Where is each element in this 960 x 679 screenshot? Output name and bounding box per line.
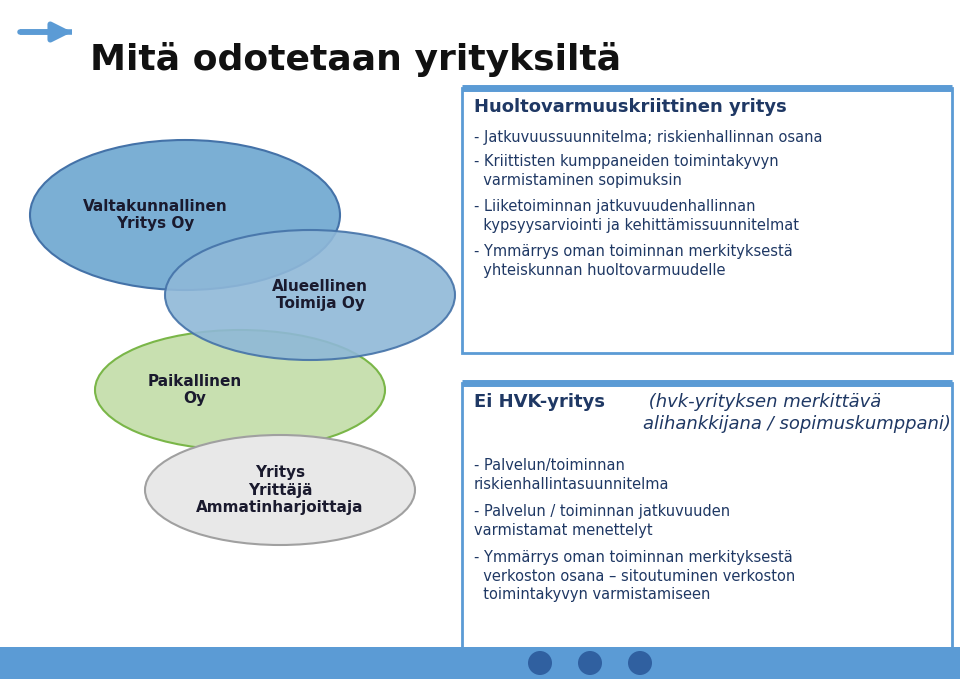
Circle shape: [628, 651, 652, 675]
Ellipse shape: [30, 140, 340, 290]
Circle shape: [578, 651, 602, 675]
Circle shape: [528, 651, 552, 675]
FancyBboxPatch shape: [0, 647, 960, 679]
Text: Yritys
Yrittäjä
Ammatinharjoittaja: Yritys Yrittäjä Ammatinharjoittaja: [196, 465, 364, 515]
Text: - Palvelun / toiminnan jatkuvuuden
varmistamat menettelyt: - Palvelun / toiminnan jatkuvuuden varmi…: [474, 504, 731, 538]
Text: Ei HVK-yritys: Ei HVK-yritys: [474, 393, 605, 411]
Text: - Jatkuvuussuunnitelma; riskienhallinnan osana: - Jatkuvuussuunnitelma; riskienhallinnan…: [474, 130, 823, 145]
Text: Alueellinen
Toimija Oy: Alueellinen Toimija Oy: [272, 279, 368, 311]
Text: - Ymmärrys oman toiminnan merkityksestä
  yhteiskunnan huoltovarmuudelle: - Ymmärrys oman toiminnan merkityksestä …: [474, 244, 793, 278]
Ellipse shape: [145, 435, 415, 545]
Text: - Liiketoiminnan jatkuvuudenhallinnan
  kypsyysarviointi ja kehittämissuunnitelm: - Liiketoiminnan jatkuvuudenhallinnan ky…: [474, 199, 799, 233]
Text: - Ymmärrys oman toiminnan merkityksestä
  verkoston osana – sitoutuminen verkost: - Ymmärrys oman toiminnan merkityksestä …: [474, 550, 795, 602]
Text: Huoltovarmuuskriittinen yritys: Huoltovarmuuskriittinen yritys: [474, 98, 787, 116]
FancyBboxPatch shape: [462, 88, 952, 353]
Text: Valtakunnallinen
Yritys Oy: Valtakunnallinen Yritys Oy: [83, 199, 228, 232]
Text: - Kriittisten kumppaneiden toimintakyvyn
  varmistaminen sopimuksin: - Kriittisten kumppaneiden toimintakyvyn…: [474, 154, 779, 187]
FancyBboxPatch shape: [462, 383, 952, 653]
Ellipse shape: [165, 230, 455, 360]
Text: Mitä odotetaan yrityksiltä: Mitä odotetaan yrityksiltä: [90, 42, 621, 77]
Ellipse shape: [95, 330, 385, 450]
Text: (hvk-yrityksen merkittävä
alihankkijana / sopimuskumppani): (hvk-yrityksen merkittävä alihankkijana …: [643, 393, 951, 433]
Text: Paikallinen
Oy: Paikallinen Oy: [148, 374, 242, 406]
Text: - Palvelun/toiminnan
riskienhallintasuunnitelma: - Palvelun/toiminnan riskienhallintasuun…: [474, 458, 669, 492]
